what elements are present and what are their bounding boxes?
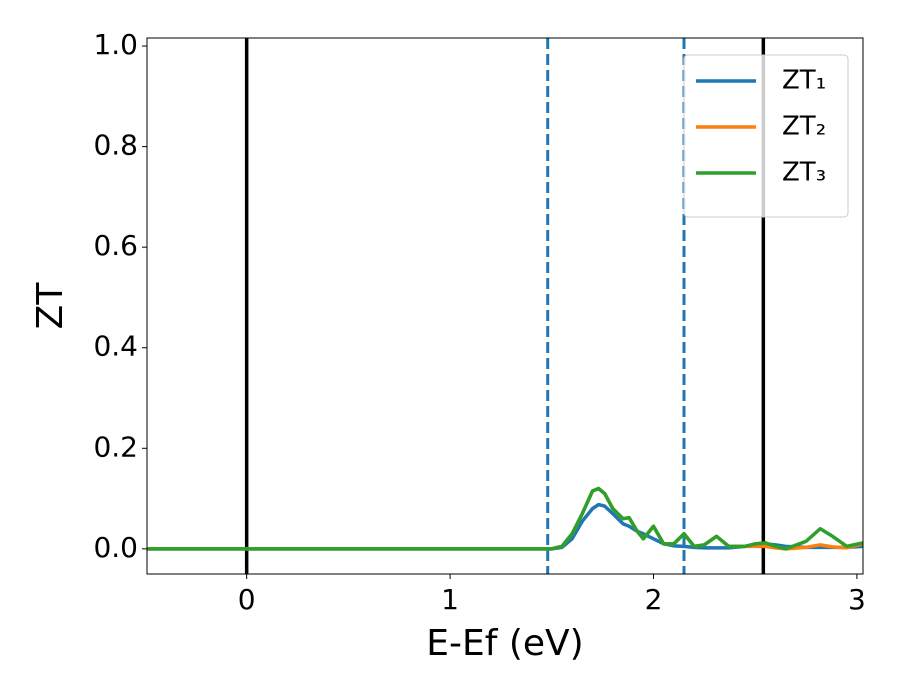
plot-frame [146, 37, 864, 575]
y-axis-label: ZT [30, 282, 71, 330]
legend-label: ZT₁ [782, 66, 826, 96]
y-tick-label: 0.8 [93, 129, 138, 162]
x-tick-label: 2 [645, 583, 663, 616]
y-tick-label: 0.4 [93, 330, 138, 363]
legend-label: ZT₃ [782, 158, 826, 188]
legend-label: ZT₂ [782, 112, 826, 142]
x-tick-label: 1 [441, 583, 459, 616]
legend-box [683, 54, 849, 218]
y-tick-label: 1.0 [93, 28, 138, 61]
y-tick-label: 0.0 [93, 531, 138, 564]
x-tick-label: 3 [848, 583, 866, 616]
x-tick-label: 0 [238, 583, 256, 616]
y-tick-label: 0.2 [93, 430, 138, 463]
y-tick-label: 0.6 [93, 229, 138, 262]
x-axis-label: E-Ef (eV) [426, 623, 583, 664]
series-line [147, 486, 863, 551]
